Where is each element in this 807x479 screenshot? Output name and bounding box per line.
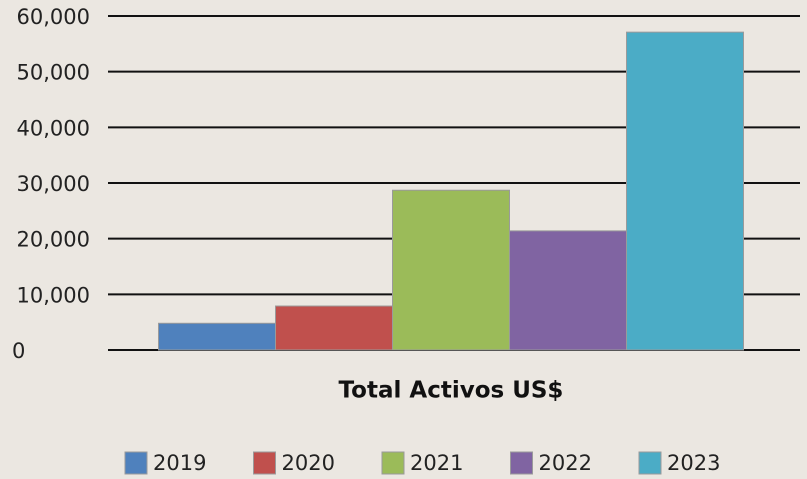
- legend-label: 2020: [282, 451, 335, 475]
- legend-swatch: [124, 451, 148, 475]
- y-tick-label: 30,000: [17, 172, 90, 196]
- legend-label: 2019: [153, 451, 206, 475]
- bar: [626, 31, 744, 351]
- bar: [158, 322, 276, 351]
- legend-label: 2023: [667, 451, 720, 475]
- legend-swatch: [381, 451, 405, 475]
- bar: [509, 230, 627, 351]
- y-tick-label: 40,000: [17, 116, 90, 140]
- y-tick-label: 60,000: [17, 5, 90, 29]
- legend-swatch: [510, 451, 533, 475]
- y-tick-label: 20,000: [17, 228, 90, 252]
- legend-swatch: [253, 451, 276, 475]
- x-tick-label: Total Activos US$: [339, 378, 564, 404]
- y-tick-label: 50,000: [17, 61, 90, 85]
- y-tick-label: 10,000: [17, 283, 90, 307]
- y-tick-label: 0: [12, 339, 25, 363]
- legend-label: 2022: [539, 451, 592, 475]
- bar: [392, 189, 510, 351]
- legend-label: 2021: [410, 451, 463, 475]
- bar: [275, 305, 393, 351]
- legend-swatch: [638, 451, 662, 475]
